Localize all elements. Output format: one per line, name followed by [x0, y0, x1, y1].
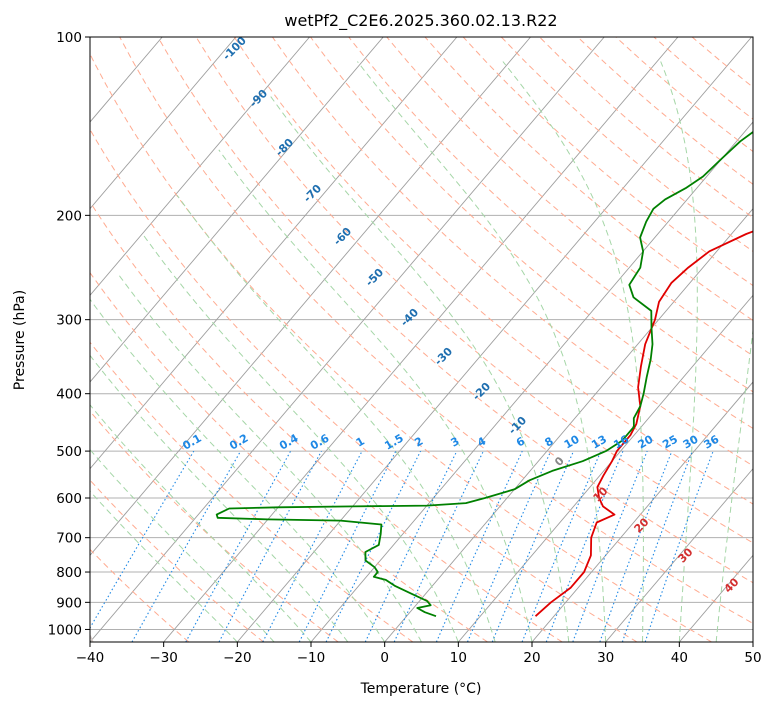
y-tick-label: 200 [56, 208, 82, 224]
isotherm--50 [90, 37, 531, 557]
y-tick-label: 700 [56, 531, 82, 547]
dry-adiabat-20 [90, 201, 563, 642]
isotherm--80 [90, 37, 310, 297]
moist-adiabat-25 [268, 94, 570, 642]
y-axis-label: Pressure (hPa) [12, 290, 28, 390]
dry-adiabat-70 [195, 37, 753, 544]
y-tick-label: 1000 [48, 622, 82, 638]
mixing-ratio-line-2 [185, 450, 292, 642]
dry-adiabat-40 [90, 52, 712, 642]
x-axis: −40 −30 −20 −10 0 10 20 30 40 50 [76, 642, 762, 666]
isotherm--90 [90, 37, 237, 210]
mixing-ratio-line-9 [435, 450, 523, 642]
mixing-ratio-line-15 [599, 450, 673, 642]
dry-adiabat-50 [119, 37, 753, 624]
chart-title: wetPf2_C2E6.2025.360.02.13.R22 [284, 11, 557, 31]
mixing-ratio-lines [90, 450, 714, 642]
dry-adiabat-0 [90, 341, 414, 642]
mixing-ratio-line-12 [521, 450, 602, 642]
y-tick-label: 100 [56, 30, 82, 46]
y-tick-label: 500 [56, 444, 82, 460]
moist-adiabat--10 [90, 404, 312, 642]
x-tick-label: 50 [744, 650, 761, 666]
moist-adiabat--20 [90, 490, 238, 642]
mixing-ratio-line-17 [644, 450, 714, 642]
y-tick-label: 300 [56, 313, 82, 329]
moist-adiabat-5 [116, 272, 422, 642]
dry-adiabat-100 [310, 37, 753, 430]
x-tick-label: 10 [450, 650, 467, 666]
moist-adiabat-10 [142, 233, 459, 642]
dry-adiabats [90, 37, 753, 642]
isotherm--70 [90, 37, 384, 383]
isotherm-30 [605, 467, 753, 642]
dewpoint-profile-line [215, 130, 753, 618]
x-tick-label: −30 [149, 650, 178, 666]
plot-frame [89, 36, 754, 643]
isotherm-0 [384, 207, 753, 642]
dry-adiabat-140 [462, 37, 753, 287]
moist-adiabat-0 [90, 298, 386, 642]
skewed-isotherms [90, 37, 753, 642]
moist-adiabat-30 [357, 61, 607, 642]
mixing-ratio-line-10 [466, 450, 552, 642]
dry-adiabat-60 [157, 37, 753, 584]
y-tick-label: 900 [56, 595, 82, 611]
x-tick-label: −10 [297, 650, 326, 666]
isotherm-20 [531, 381, 753, 642]
y-axis: 1000 900 800 700 600 500 400 300 200 100 [48, 30, 90, 638]
dry-adiabat-110 [348, 37, 753, 393]
mixing-ratio-line-13 [545, 450, 624, 642]
mixing-ratio-line-6 [325, 450, 422, 642]
pressure-grid [90, 37, 753, 630]
dry-adiabat-80 [233, 37, 753, 505]
moist-adiabat-20 [218, 149, 533, 642]
temperature-profile-line [534, 230, 753, 617]
y-tick-label: 400 [56, 387, 82, 403]
x-tick-label: −20 [223, 650, 252, 666]
x-tick-label: 40 [671, 650, 688, 666]
mixing-ratio-line-5 [298, 450, 397, 642]
moist-adiabats [90, 61, 753, 642]
isotherm--30 [163, 37, 679, 642]
x-tick-label: 0 [380, 650, 389, 666]
x-axis-label: Temperature (°C) [360, 681, 482, 697]
x-tick-label: −40 [76, 650, 105, 666]
isotherm--60 [90, 37, 458, 470]
moist-adiabat--15 [90, 448, 275, 642]
dry-adiabat-30 [90, 128, 638, 642]
profile-series [215, 130, 753, 618]
x-tick-label: 30 [597, 650, 614, 666]
dry-adiabat--30 [90, 548, 190, 642]
isotherm--20 [236, 37, 752, 642]
moist-adiabat-35 [502, 61, 644, 642]
dry-adiabat-90 [271, 37, 753, 467]
isotherm-10 [457, 294, 753, 642]
mixing-ratio-line-11 [491, 450, 575, 642]
x-tick-label: 20 [523, 650, 540, 666]
y-tick-label: 800 [56, 565, 82, 581]
mixing-ratio-line-3 [218, 450, 322, 642]
y-tick-label: 600 [56, 491, 82, 507]
dry-adiabat--20 [90, 479, 264, 642]
mixing-ratio-line-16 [621, 450, 693, 642]
moist-adiabat-45 [715, 327, 753, 642]
moist-adiabat-40 [660, 61, 698, 642]
mixing-ratio-line-14 [572, 450, 648, 642]
